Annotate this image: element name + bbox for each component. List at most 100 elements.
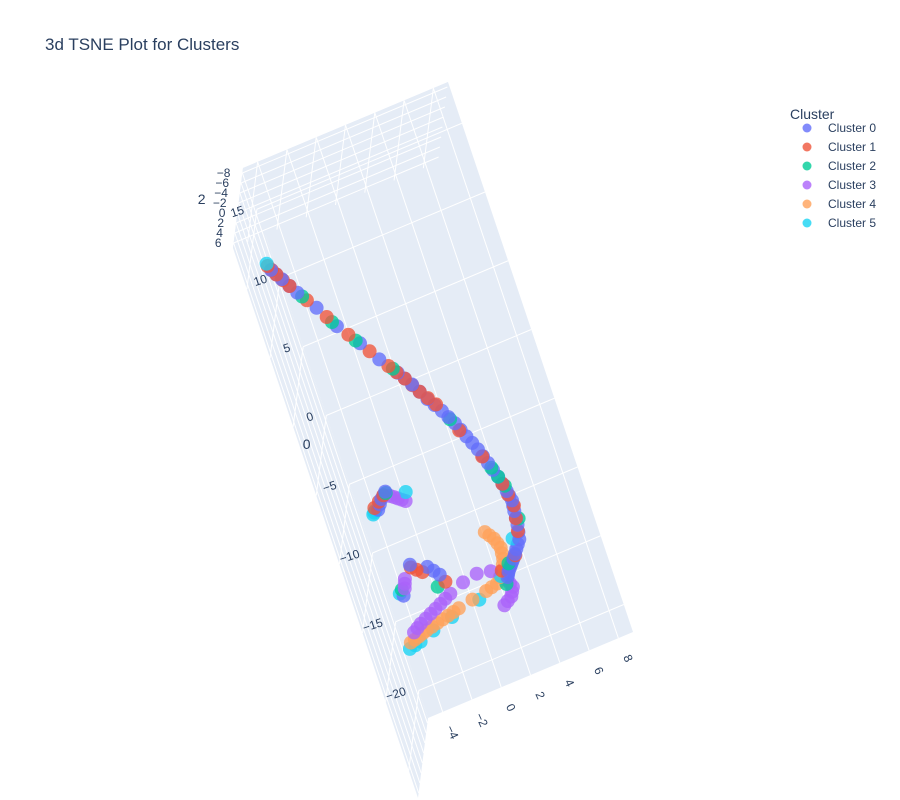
grid-line-y bbox=[338, 484, 350, 565]
z-tick-label: 2 bbox=[217, 216, 224, 230]
data-point-cluster-0 bbox=[402, 557, 417, 572]
data-point-cluster-3 bbox=[397, 572, 412, 586]
grid-line-y bbox=[246, 209, 258, 290]
grid-line-x bbox=[432, 87, 619, 639]
grid-line-z bbox=[238, 202, 425, 754]
z-tick-label: −2 bbox=[213, 196, 227, 210]
legend-item-cluster-4[interactable]: Cluster 4 bbox=[802, 197, 877, 211]
grid-line-y bbox=[315, 415, 327, 496]
grid-line-y bbox=[362, 552, 373, 634]
grid-line-z bbox=[240, 96, 447, 184]
grid-line-z bbox=[237, 126, 443, 214]
y-tick-label: −10 bbox=[338, 546, 362, 566]
z-axis-title: 2 bbox=[198, 191, 206, 207]
legend[interactable]: Cluster Cluster 0 Cluster 1 Cluster 2 Clust… bbox=[790, 106, 876, 230]
data-point-cluster-1 bbox=[341, 327, 356, 342]
x-tick-label: 6 bbox=[591, 665, 607, 677]
z-tick-label: −4 bbox=[214, 186, 228, 200]
grid-line-z bbox=[238, 116, 444, 204]
y-tick-label: −20 bbox=[384, 684, 408, 704]
data-point-cluster-0 bbox=[309, 300, 324, 315]
grid-line-y bbox=[269, 277, 281, 359]
z-tick-label: 0 bbox=[219, 206, 226, 220]
y-tick-label: 5 bbox=[281, 340, 292, 355]
data-point-cluster-5 bbox=[398, 485, 413, 499]
grid-line-y bbox=[292, 346, 304, 427]
grid-line-z bbox=[233, 156, 439, 244]
legend-title: Cluster bbox=[790, 106, 835, 122]
legend-marker bbox=[802, 142, 812, 152]
grid-line-x bbox=[257, 161, 444, 713]
data-point-cluster-1 bbox=[319, 310, 334, 324]
left-wall bbox=[233, 168, 428, 798]
legend-item-cluster-5[interactable]: Cluster 5 bbox=[802, 216, 877, 230]
chart-title: 3d TSNE Plot for Clusters bbox=[45, 35, 239, 54]
x-tick-label: −4 bbox=[443, 723, 462, 742]
data-point-cluster-4 bbox=[451, 601, 466, 616]
legend-marker bbox=[802, 218, 812, 228]
legend-marker bbox=[802, 180, 812, 190]
grid-line-z bbox=[239, 106, 446, 194]
data-point-cluster-0 bbox=[372, 352, 387, 367]
legend-item-cluster-2[interactable]: Cluster 2 bbox=[802, 159, 877, 173]
legend-label: Cluster 3 bbox=[828, 178, 876, 192]
data-point-cluster-4 bbox=[465, 592, 480, 607]
z-tick-label: −6 bbox=[215, 176, 229, 190]
legend-label: Cluster 4 bbox=[828, 197, 876, 211]
grid-line-x bbox=[374, 112, 561, 663]
grid-line-x bbox=[403, 100, 590, 651]
z-tick-label: 6 bbox=[215, 236, 222, 250]
grid-line-z bbox=[236, 212, 423, 764]
z-tick-label: 4 bbox=[216, 226, 223, 240]
grid-line-x bbox=[276, 149, 288, 230]
y-tick-label: 0 bbox=[305, 409, 316, 424]
legend-marker bbox=[802, 123, 812, 133]
grid-line-z bbox=[235, 136, 442, 224]
grid-line-z bbox=[239, 192, 426, 744]
x-tick-label: 2 bbox=[532, 689, 548, 701]
grid-line-z bbox=[234, 146, 441, 234]
data-point-cluster-1 bbox=[362, 344, 377, 359]
data-point-cluster-4 bbox=[477, 525, 492, 540]
grid-line-x bbox=[393, 100, 405, 181]
y-tick-label: 10 bbox=[252, 271, 269, 289]
legend-item-cluster-0[interactable]: Cluster 0 bbox=[802, 121, 877, 135]
data-point-cluster-3 bbox=[469, 566, 484, 581]
grid-line-x bbox=[364, 112, 376, 193]
data-point-cluster-3 bbox=[483, 564, 498, 579]
data-point-cluster-0 bbox=[378, 484, 393, 499]
y-tick-label: −5 bbox=[321, 478, 339, 496]
legend-item-cluster-1[interactable]: Cluster 1 bbox=[802, 140, 877, 154]
grid-line-y bbox=[372, 466, 578, 554]
grid-line-y bbox=[326, 329, 532, 416]
legend-label: Cluster 5 bbox=[828, 216, 876, 230]
grid-line-y bbox=[279, 191, 486, 279]
x-tick-label: 4 bbox=[562, 677, 578, 689]
grid-line-z bbox=[234, 232, 421, 784]
x-tick-label: 8 bbox=[620, 652, 636, 664]
grid-line-z bbox=[233, 242, 420, 794]
legend-label: Cluster 2 bbox=[828, 159, 876, 173]
data-point-cluster-3 bbox=[456, 575, 470, 590]
legend-label: Cluster 0 bbox=[828, 121, 876, 135]
grid-line-y bbox=[385, 621, 397, 702]
data-point-cluster-3 bbox=[443, 586, 458, 601]
grid-line-y bbox=[349, 397, 555, 485]
legend-item-cluster-3[interactable]: Cluster 3 bbox=[802, 178, 877, 192]
grid-line-y bbox=[418, 604, 624, 691]
grid-line-y bbox=[408, 690, 420, 771]
grid-line-z bbox=[235, 222, 422, 774]
x-tick-label: 0 bbox=[503, 702, 519, 714]
data-point-cluster-0 bbox=[420, 559, 435, 574]
y-tick-label: −15 bbox=[361, 615, 385, 635]
grid-line-x bbox=[335, 124, 346, 206]
grid-line-z bbox=[242, 86, 448, 174]
y-tick-label: 15 bbox=[229, 203, 246, 221]
legend-label: Cluster 1 bbox=[828, 140, 876, 154]
z-tick-label: −8 bbox=[217, 166, 231, 180]
grid-line-y bbox=[256, 122, 463, 210]
data-point-cluster-5 bbox=[259, 256, 274, 271]
legend-marker bbox=[802, 199, 812, 209]
